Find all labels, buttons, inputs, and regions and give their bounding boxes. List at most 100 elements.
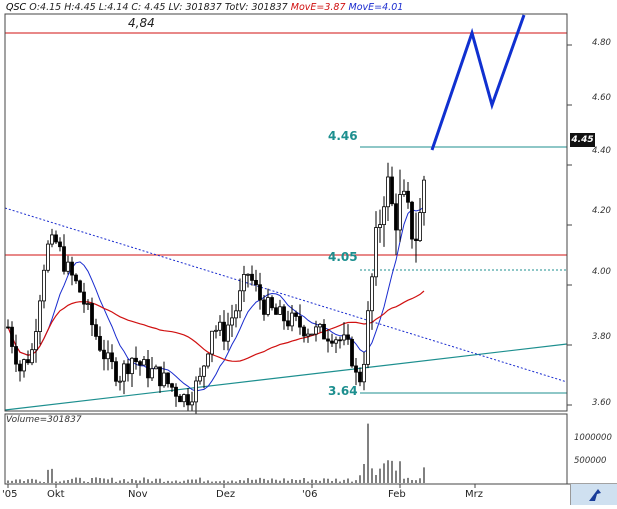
candle-body <box>338 339 342 342</box>
candle-body <box>26 359 30 364</box>
candle-body <box>274 307 278 315</box>
candle-body <box>62 246 66 272</box>
ohlc-readout: O:4.15 H:4.45 L:4.14 C: 4.45 <box>29 2 166 13</box>
candle-body <box>314 326 318 335</box>
candle-body <box>218 321 222 331</box>
candle-body <box>162 372 166 387</box>
candle-body <box>418 212 422 242</box>
candle-body <box>82 291 86 305</box>
candle-body <box>410 201 414 240</box>
x-tick-label: '06 <box>302 489 318 500</box>
candle-body <box>206 353 210 367</box>
price-pane-border <box>4 13 568 412</box>
candle-body <box>98 335 102 351</box>
volume-tick-label: 1000000 <box>574 433 612 443</box>
volume-bars <box>7 423 425 483</box>
candle-body <box>74 274 78 282</box>
candle-body <box>58 241 62 248</box>
candle-body <box>106 352 110 360</box>
candle-body <box>166 372 170 385</box>
candle-body <box>290 312 294 327</box>
candle-body <box>94 324 98 337</box>
volume-tick-label: 500000 <box>574 456 607 466</box>
candle-body <box>18 363 22 372</box>
candle-body <box>346 334 350 340</box>
candle-body <box>190 401 194 406</box>
candle-body <box>226 324 230 342</box>
candle-body <box>22 359 26 372</box>
chart-header: QSC O:4.15 H:4.45 L:4.14 C: 4.45 LV: 301… <box>6 2 403 13</box>
level-484-label: 4,84 <box>128 16 155 30</box>
candle-body <box>242 274 246 292</box>
candle-body <box>174 386 178 397</box>
y-tick-label: 3.60 <box>592 398 611 408</box>
candle-body <box>366 310 370 365</box>
candle-body <box>234 310 238 319</box>
candle-body <box>266 297 270 315</box>
candle-body <box>170 383 174 388</box>
candle-body <box>134 357 138 363</box>
candle-body <box>406 190 410 203</box>
candle-body <box>278 306 282 315</box>
chart-tool-button[interactable] <box>570 484 617 505</box>
candle-body <box>86 303 90 305</box>
candle-body <box>14 346 18 365</box>
candle-body <box>34 331 38 351</box>
candle-body <box>222 321 226 342</box>
candle-body <box>50 234 54 245</box>
candle-body <box>178 395 182 403</box>
candle-body <box>258 284 262 301</box>
candle-body <box>350 338 354 367</box>
candle-body <box>270 297 274 309</box>
candle-body <box>122 363 126 382</box>
candle-body <box>90 303 94 326</box>
candle-body <box>70 261 74 276</box>
candle-body <box>102 349 106 360</box>
candle-body <box>46 243 50 271</box>
symbol: QSC <box>6 2 27 13</box>
candle-body <box>358 371 362 383</box>
x-tick-label: '05 <box>2 489 18 500</box>
candle-body <box>302 326 306 337</box>
candle-body <box>294 312 298 317</box>
y-tick-label: 4.20 <box>592 206 611 216</box>
chart-frame <box>4 13 617 485</box>
level-446-label: 4.46 <box>328 129 358 143</box>
x-tick-label: Okt <box>47 489 65 500</box>
candle-body <box>238 290 242 312</box>
candle-body <box>394 203 398 231</box>
falling-trendline <box>4 207 568 383</box>
candle-body <box>30 349 34 364</box>
forecast-path <box>430 14 526 151</box>
candle-body <box>318 323 322 328</box>
totv-readout: TotV: 301837 <box>224 2 288 13</box>
candle-body <box>214 329 218 332</box>
candle-body <box>250 273 254 281</box>
candle-body <box>390 176 394 205</box>
lv-readout: LV: 301837 <box>168 2 222 13</box>
candle-body <box>398 194 402 231</box>
y-tick-label: 4.40 <box>592 146 611 156</box>
candle-body <box>10 326 14 347</box>
candle-body <box>334 339 338 344</box>
candle-body <box>150 368 154 379</box>
candle-body <box>262 299 266 315</box>
move-slow-readout: MovE=3.87 <box>290 2 346 13</box>
candle-body <box>310 333 314 336</box>
candle-body <box>306 333 310 337</box>
candle-body <box>6 326 10 329</box>
candle-body <box>402 190 406 195</box>
moving-averages <box>7 206 425 392</box>
candle-body <box>378 224 382 228</box>
pointer-icon <box>589 489 601 501</box>
trend-lines <box>4 32 568 411</box>
candle-body <box>138 361 142 366</box>
candle-body <box>322 323 326 340</box>
candle-body <box>374 227 378 278</box>
forecast-line <box>430 14 526 151</box>
candle-body <box>354 365 358 373</box>
candle-body <box>54 234 58 243</box>
candle-body <box>342 334 346 341</box>
candle-body <box>114 361 118 382</box>
